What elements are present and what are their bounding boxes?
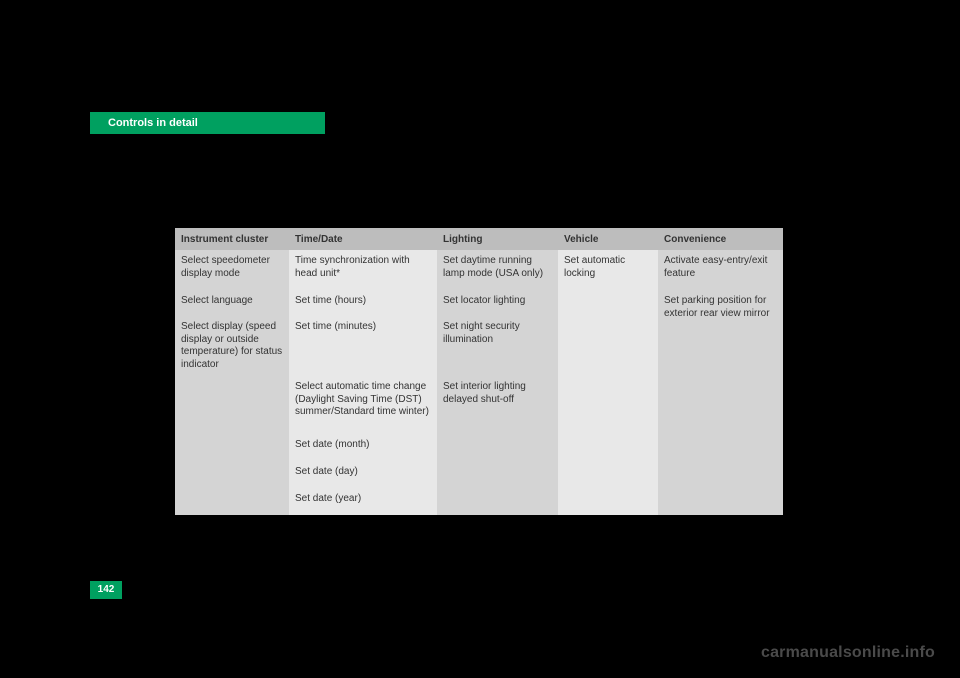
table-cell-empty xyxy=(437,434,558,461)
table-header: Convenience xyxy=(658,228,783,250)
table-cell-empty xyxy=(175,376,289,434)
table-cell: Set date (day) xyxy=(289,461,437,488)
table-cell: Set interior lighting delayed shut-off xyxy=(437,376,558,434)
page-number-value: 142 xyxy=(98,584,115,595)
manual-page: Controls in detail Instrument cluster Se… xyxy=(0,0,960,678)
table-header: Lighting xyxy=(437,228,558,250)
table-cell: Select language xyxy=(175,290,289,316)
table-cell: Set date (year) xyxy=(289,488,437,515)
table-cell: Time synchronization with head unit* xyxy=(289,250,437,290)
section-header-tab: Controls in detail xyxy=(90,112,325,134)
table-column-instrument-cluster: Instrument cluster Select speedometer di… xyxy=(175,228,289,515)
table-cell: Set daytime running lamp mode (USA only) xyxy=(437,250,558,290)
table-cell: Set automatic locking xyxy=(558,250,658,290)
table-column-convenience: Convenience Activate easy-entry/exit fea… xyxy=(658,228,783,515)
watermark-text: carmanualsonline.info xyxy=(761,644,935,661)
table-cell-empty xyxy=(175,434,289,461)
table-cell: Set locator lighting xyxy=(437,290,558,316)
table-cell: Set time (hours) xyxy=(289,290,437,316)
settings-table: Instrument cluster Select speedometer di… xyxy=(175,228,783,515)
table-cell: Set night security illumination xyxy=(437,316,558,376)
table-cell-empty xyxy=(658,488,783,515)
table-column-vehicle: Vehicle Set automatic locking xyxy=(558,228,658,515)
section-title: Controls in detail xyxy=(108,117,198,129)
table-cell-empty xyxy=(658,316,783,376)
table-cell: Select speedometer display mode xyxy=(175,250,289,290)
table-cell-empty xyxy=(558,290,658,316)
table-column-lighting: Lighting Set daytime running lamp mode (… xyxy=(437,228,558,515)
table-column-time-date: Time/Date Time synchronization with head… xyxy=(289,228,437,515)
table-cell: Select automatic time change (Daylight S… xyxy=(289,376,437,434)
table-cell: Set time (minutes) xyxy=(289,316,437,376)
table-header: Instrument cluster xyxy=(175,228,289,250)
table-cell-empty xyxy=(558,461,658,488)
table-header: Vehicle xyxy=(558,228,658,250)
table-cell: Select display (speed display or outside… xyxy=(175,316,289,376)
table-cell-empty xyxy=(558,434,658,461)
page-number: 142 xyxy=(90,581,122,599)
table-cell-empty xyxy=(437,488,558,515)
table-cell-empty xyxy=(558,376,658,434)
watermark: carmanualsonline.info xyxy=(761,644,935,662)
table-cell-empty xyxy=(175,488,289,515)
table-cell: Set date (month) xyxy=(289,434,437,461)
table-cell-empty xyxy=(558,488,658,515)
table-cell-empty xyxy=(558,316,658,376)
table-cell-empty xyxy=(658,376,783,434)
table-cell-empty xyxy=(658,461,783,488)
table-cell-empty xyxy=(658,434,783,461)
table-cell: Activate easy-entry/exit feature xyxy=(658,250,783,290)
table-header: Time/Date xyxy=(289,228,437,250)
table-cell-empty xyxy=(437,461,558,488)
table-cell: Set parking position for exterior rear v… xyxy=(658,290,783,316)
table-cell-empty xyxy=(175,461,289,488)
